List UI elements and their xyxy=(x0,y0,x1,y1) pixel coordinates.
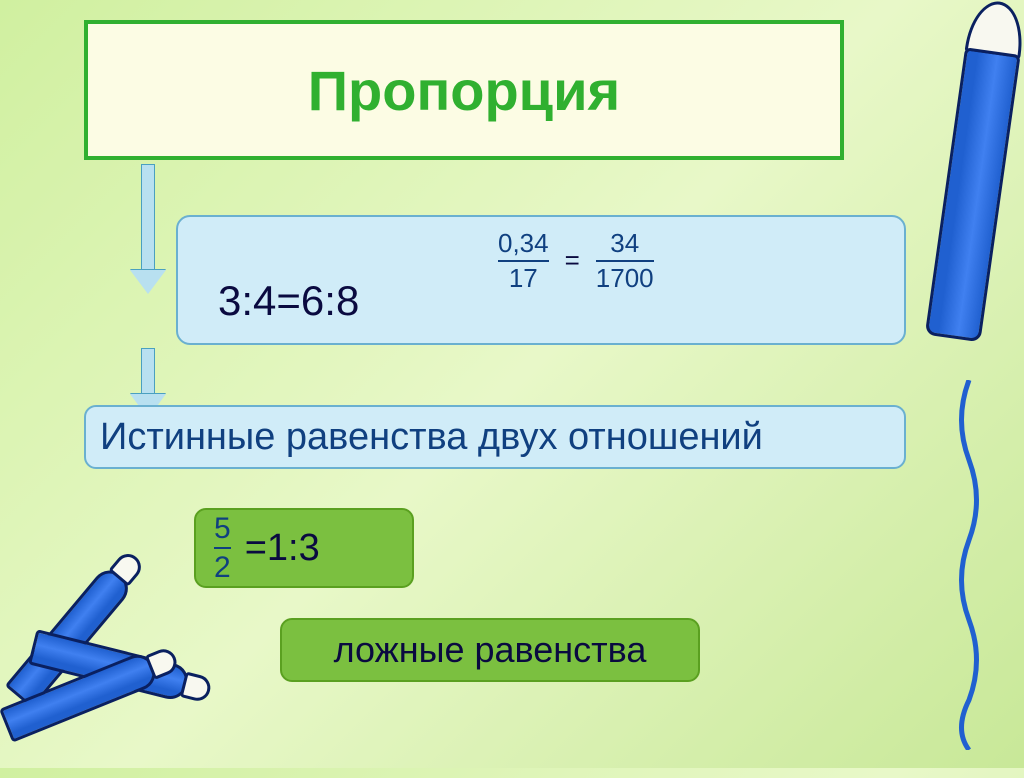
false-equality-banner: ложные равенства xyxy=(280,618,700,682)
false-rhs: =1:3 xyxy=(245,527,320,570)
fraction-numerator: 34 xyxy=(610,229,639,258)
ratio-equation: 3:4=6:8 xyxy=(218,277,359,325)
crayon-squiggle-icon xyxy=(954,380,984,750)
fraction-numerator: 0,34 xyxy=(498,229,549,258)
crayon-decoration-top-right xyxy=(885,0,1024,416)
fraction-left: 0,34 17 xyxy=(498,229,549,292)
page-title: Пропорция xyxy=(308,58,620,123)
fraction-right: 34 1700 xyxy=(596,229,654,292)
fraction-denominator: 17 xyxy=(509,264,538,293)
true-equality-box: 3:4=6:8 0,34 17 = 34 1700 xyxy=(176,215,906,345)
title-box: Пропорция xyxy=(84,20,844,160)
fraction-denominator: 1700 xyxy=(596,264,654,293)
true-equality-banner: Истинные равенства двух отношений xyxy=(84,405,906,469)
equals-sign: = xyxy=(561,245,584,276)
crayon-decoration-bottom-left xyxy=(0,558,230,778)
fraction-equation: 0,34 17 = 34 1700 xyxy=(498,229,654,292)
arrow-down-1 xyxy=(130,164,166,294)
fraction-numerator: 5 xyxy=(214,512,231,545)
